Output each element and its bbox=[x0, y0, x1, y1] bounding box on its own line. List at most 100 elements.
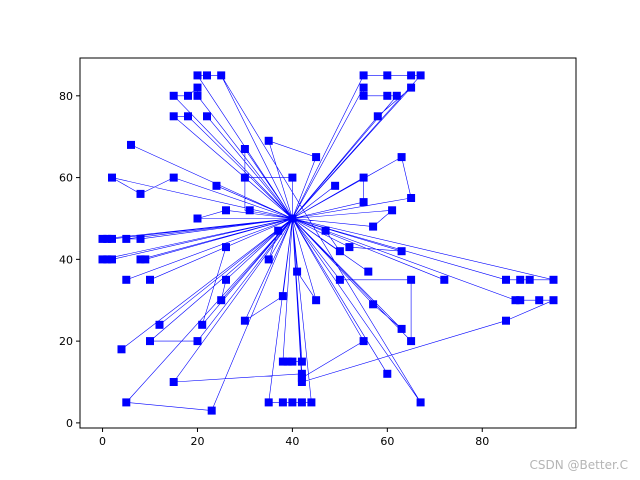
data-point bbox=[516, 296, 525, 305]
data-point bbox=[397, 247, 406, 256]
data-point bbox=[108, 173, 116, 182]
data-point bbox=[407, 194, 416, 202]
data-point bbox=[416, 71, 425, 80]
x-tick-label: 0 bbox=[99, 435, 106, 448]
y-tick-label: 60 bbox=[59, 172, 73, 185]
y-tick-label: 20 bbox=[59, 335, 73, 348]
data-point bbox=[297, 373, 306, 382]
data-point bbox=[136, 234, 145, 243]
route-path bbox=[102, 75, 554, 411]
data-point bbox=[283, 357, 292, 366]
data-point bbox=[108, 255, 116, 264]
data-point bbox=[103, 255, 112, 264]
data-point bbox=[278, 292, 287, 301]
data-point bbox=[288, 173, 297, 182]
data-point bbox=[240, 173, 249, 182]
route-lines bbox=[102, 75, 554, 411]
data-point bbox=[127, 140, 135, 149]
data-point bbox=[136, 255, 145, 264]
y-tick-label: 0 bbox=[66, 417, 73, 430]
data-point bbox=[217, 296, 226, 305]
data-point bbox=[535, 296, 544, 305]
data-point bbox=[312, 296, 321, 305]
data-point bbox=[516, 275, 525, 284]
y-tick-label: 80 bbox=[59, 90, 73, 103]
data-point bbox=[416, 398, 425, 407]
data-point bbox=[240, 145, 249, 153]
data-point bbox=[383, 369, 392, 378]
data-point bbox=[369, 300, 378, 309]
data-point bbox=[198, 320, 207, 329]
data-point bbox=[288, 398, 297, 407]
y-axis-ticks: 0 20 40 60 80 bbox=[59, 90, 80, 430]
data-point bbox=[502, 316, 510, 325]
data-point bbox=[359, 71, 368, 80]
data-point bbox=[245, 206, 254, 215]
data-point bbox=[217, 71, 226, 80]
data-point bbox=[98, 234, 107, 243]
data-point bbox=[511, 296, 520, 305]
x-tick-label: 20 bbox=[190, 435, 204, 448]
data-point bbox=[307, 398, 316, 407]
data-point bbox=[136, 189, 145, 198]
data-point bbox=[278, 398, 287, 407]
data-point bbox=[549, 275, 558, 284]
data-point bbox=[278, 357, 287, 366]
data-point bbox=[155, 320, 164, 329]
data-point bbox=[335, 275, 344, 284]
data-point bbox=[288, 357, 297, 366]
data-point bbox=[98, 255, 107, 264]
x-axis-ticks: 0 20 40 60 80 bbox=[99, 428, 489, 448]
data-point bbox=[297, 369, 306, 378]
data-point bbox=[122, 234, 131, 243]
data-point bbox=[359, 337, 368, 346]
data-point bbox=[184, 112, 192, 121]
data-point bbox=[364, 267, 373, 276]
plot-frame bbox=[79, 57, 577, 429]
data-point bbox=[288, 214, 297, 223]
data-point bbox=[193, 71, 202, 80]
x-tick-label: 60 bbox=[380, 435, 394, 448]
data-point bbox=[440, 275, 449, 284]
data-point bbox=[264, 398, 273, 407]
data-point bbox=[274, 226, 283, 235]
x-tick-label: 80 bbox=[475, 435, 489, 448]
data-point bbox=[122, 398, 131, 407]
data-point bbox=[212, 181, 221, 190]
data-point bbox=[383, 91, 392, 100]
data-points bbox=[98, 71, 558, 415]
data-point bbox=[397, 153, 406, 162]
data-point bbox=[502, 275, 510, 284]
data-point bbox=[240, 316, 249, 325]
data-point bbox=[407, 83, 416, 92]
data-point bbox=[203, 112, 211, 121]
y-tick-label: 40 bbox=[59, 253, 73, 266]
data-point bbox=[383, 71, 392, 80]
data-point bbox=[207, 406, 216, 415]
data-point bbox=[264, 255, 273, 264]
data-point bbox=[359, 83, 368, 92]
data-point bbox=[193, 214, 202, 223]
data-point bbox=[146, 337, 154, 346]
data-point bbox=[169, 173, 178, 182]
data-point bbox=[264, 136, 273, 145]
data-point bbox=[169, 91, 178, 100]
data-point bbox=[373, 112, 382, 121]
data-point bbox=[549, 296, 558, 305]
data-point bbox=[335, 247, 344, 256]
data-point bbox=[392, 91, 401, 100]
data-point bbox=[203, 71, 211, 80]
data-point bbox=[397, 324, 406, 333]
data-point bbox=[222, 243, 230, 252]
data-point bbox=[184, 91, 192, 100]
data-point bbox=[345, 243, 354, 252]
data-point bbox=[193, 337, 202, 346]
data-point bbox=[297, 398, 306, 407]
data-point bbox=[122, 275, 131, 284]
data-point bbox=[222, 206, 230, 215]
data-point bbox=[407, 275, 416, 284]
data-point bbox=[293, 267, 302, 276]
data-point bbox=[108, 234, 116, 243]
data-point bbox=[169, 378, 178, 386]
